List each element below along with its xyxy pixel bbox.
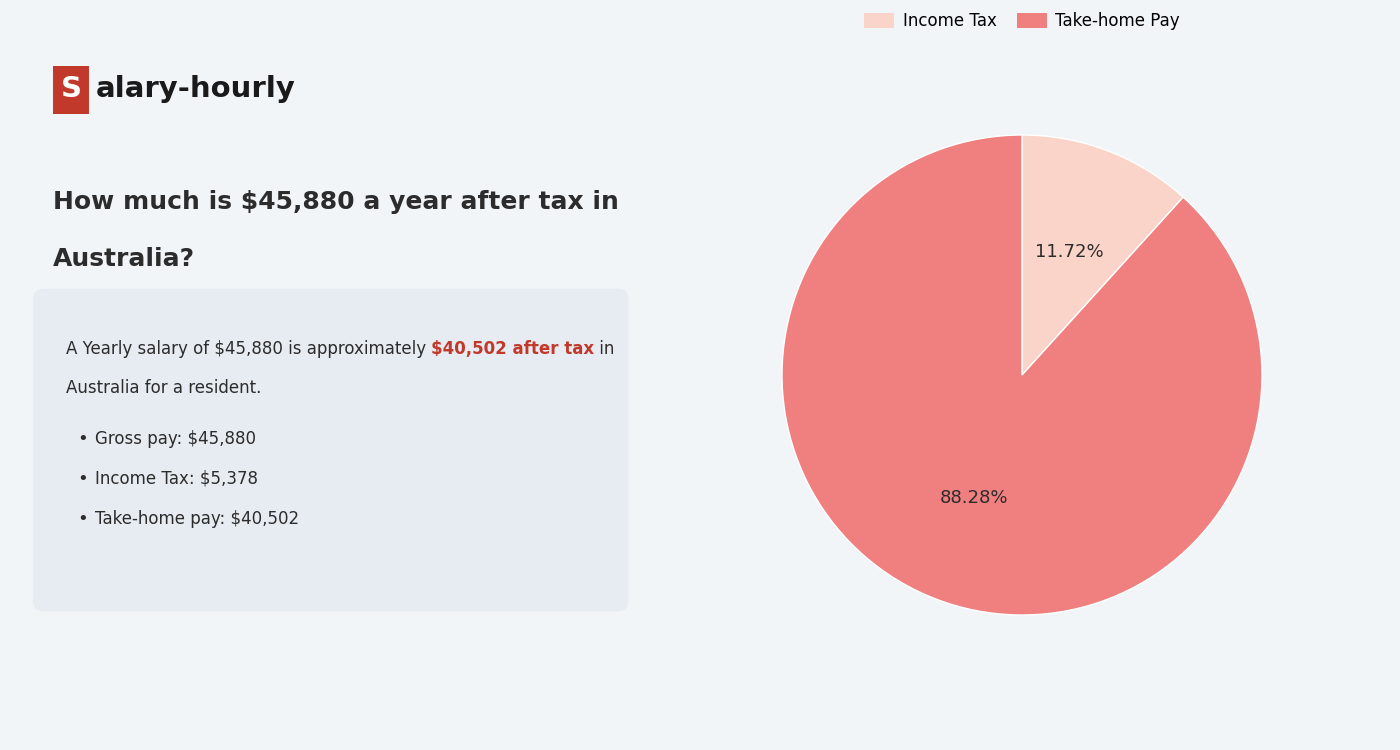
Legend: Income Tax, Take-home Pay: Income Tax, Take-home Pay xyxy=(858,5,1186,37)
Text: 11.72%: 11.72% xyxy=(1035,243,1103,261)
FancyBboxPatch shape xyxy=(34,289,629,611)
Text: •: • xyxy=(77,470,88,488)
Text: in: in xyxy=(594,340,615,358)
Text: S: S xyxy=(60,75,81,103)
Text: Gross pay: $45,880: Gross pay: $45,880 xyxy=(95,430,256,448)
FancyBboxPatch shape xyxy=(53,65,90,115)
Wedge shape xyxy=(783,135,1261,615)
Text: $40,502 after tax: $40,502 after tax xyxy=(431,340,594,358)
Text: A Yearly salary of $45,880 is approximately: A Yearly salary of $45,880 is approximat… xyxy=(66,340,431,358)
Text: Take-home pay: $40,502: Take-home pay: $40,502 xyxy=(95,510,300,528)
Text: •: • xyxy=(77,510,88,528)
Text: How much is $45,880 a year after tax in: How much is $45,880 a year after tax in xyxy=(53,190,619,214)
Text: Australia?: Australia? xyxy=(53,247,195,271)
Text: Australia for a resident.: Australia for a resident. xyxy=(66,379,262,397)
Text: •: • xyxy=(77,430,88,448)
Text: 88.28%: 88.28% xyxy=(941,489,1009,507)
Wedge shape xyxy=(1022,135,1183,375)
Text: alary-hourly: alary-hourly xyxy=(97,75,295,103)
Text: Income Tax: $5,378: Income Tax: $5,378 xyxy=(95,470,259,488)
